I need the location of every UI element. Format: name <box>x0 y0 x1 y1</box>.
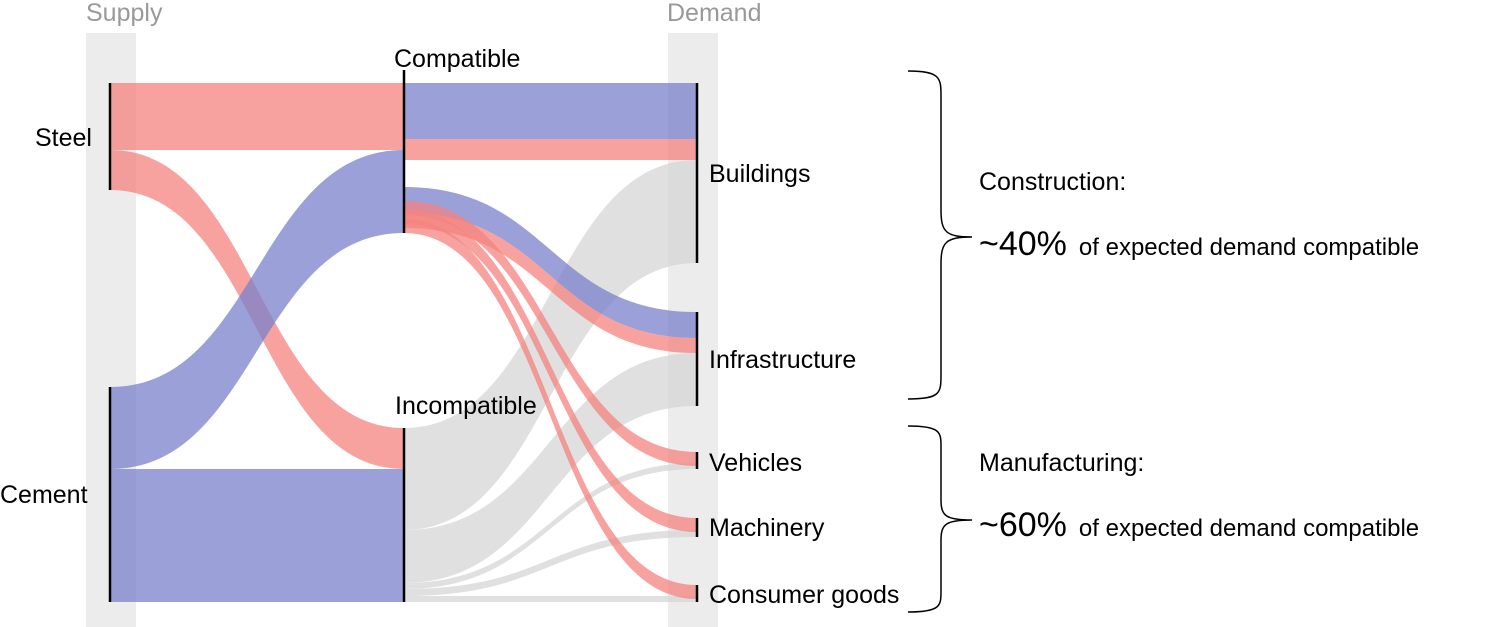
flow-compatible-steel-to-buildings <box>404 139 697 160</box>
supply-column-label: Supply <box>86 0 163 27</box>
construction-percent: ~40% <box>979 225 1067 263</box>
construction-brace <box>907 70 973 400</box>
flow-incompatible-to-vehicles <box>404 463 697 589</box>
machinery-label: Machinery <box>709 514 825 542</box>
flow-steel-to-compatible <box>110 83 404 150</box>
flow-cement-to-incompatible <box>110 469 404 602</box>
consumer-goods-label: Consumer goods <box>709 581 899 609</box>
construction-summary: ~40% of expected demand compatible <box>979 225 1419 263</box>
steel-label: Steel <box>35 124 92 152</box>
flow-incompatible-to-machinery <box>404 530 697 596</box>
flow-incompatible-to-buildings <box>404 160 697 530</box>
compatible-label: Compatible <box>394 45 520 73</box>
cement-label: Cement <box>0 481 88 509</box>
flow-cement-to-compatible <box>110 150 404 469</box>
construction-summary-text: of expected demand compatible <box>1079 234 1419 261</box>
incompatible-flows <box>404 160 697 602</box>
incompatible-label: Incompatible <box>395 392 537 420</box>
manufacturing-percent: ~60% <box>979 506 1067 544</box>
compatible-flows <box>404 83 697 599</box>
flow-compatible-steel-to-vehicles <box>404 201 697 466</box>
flow-compatible-steel-to-machinery <box>404 210 697 532</box>
flow-incompatible-to-infrastructure <box>404 353 697 583</box>
manufacturing-brace <box>907 425 973 613</box>
flow-incompatible-to-consumer-goods <box>404 596 697 602</box>
flow-compatible-cement-to-buildings <box>404 83 697 139</box>
flow-compatible-cement-to-infrastructure <box>404 187 697 338</box>
manufacturing-summary-text: of expected demand compatible <box>1079 515 1419 542</box>
infrastructure-label: Infrastructure <box>709 346 856 374</box>
manufacturing-title: Manufacturing: <box>979 449 1144 477</box>
manufacturing-summary: ~60% of expected demand compatible <box>979 506 1419 544</box>
supply-flows <box>110 83 404 602</box>
buildings-label: Buildings <box>709 160 810 188</box>
vehicles-label: Vehicles <box>709 449 802 477</box>
flow-compatible-steel-to-consumer-goods <box>404 219 697 599</box>
flow-compatible-steel-to-infrastructure <box>404 213 697 353</box>
construction-title: Construction: <box>979 168 1126 196</box>
demand-column-label: Demand <box>667 0 762 27</box>
node-bars <box>108 70 699 602</box>
